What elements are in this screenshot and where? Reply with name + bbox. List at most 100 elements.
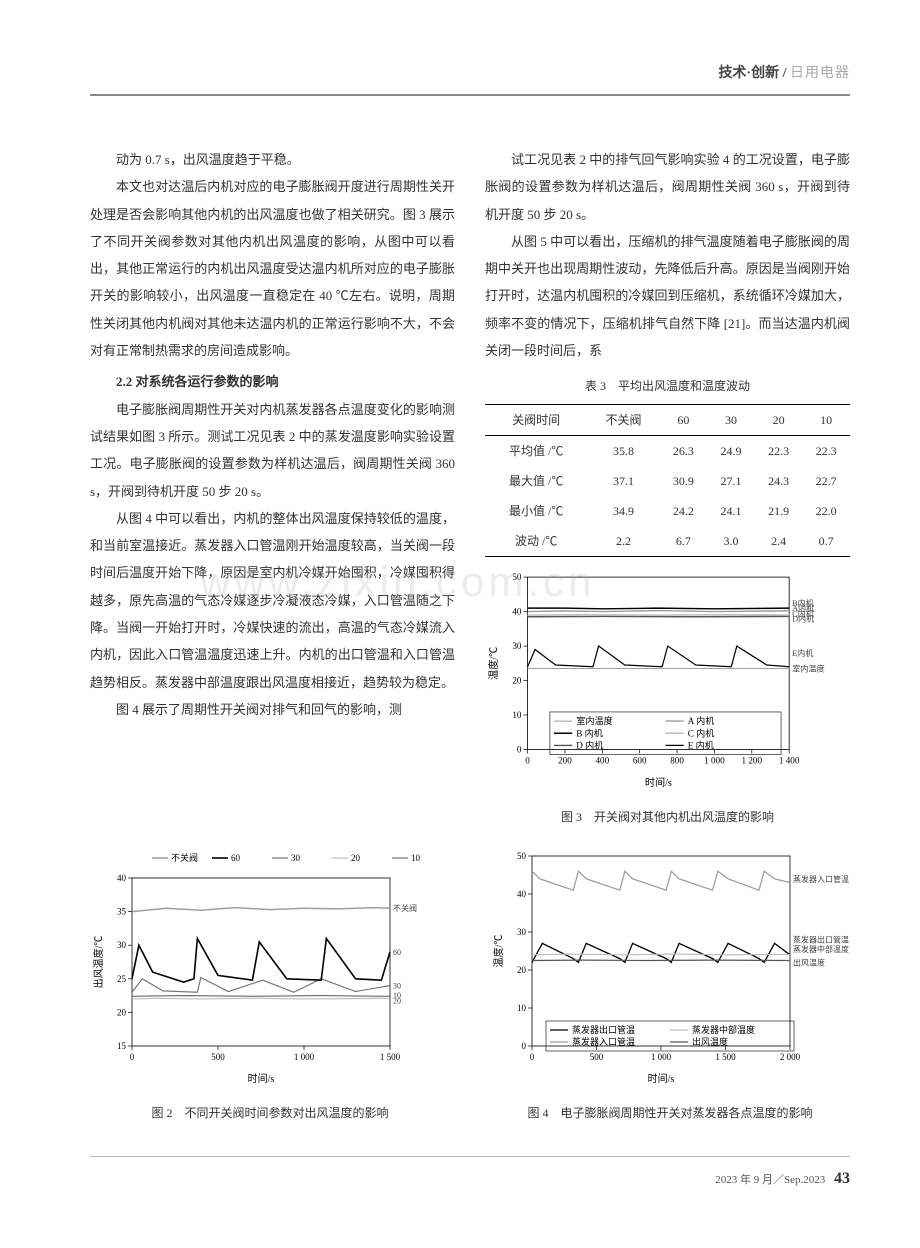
para: 图 4 展示了周期性开关阀对排气和回气的影响，测 [90, 696, 455, 723]
table-cell: 6.7 [660, 526, 708, 557]
svg-text:蒸发器出口管温: 蒸发器出口管温 [793, 934, 849, 944]
svg-text:30: 30 [393, 981, 401, 990]
svg-text:20: 20 [512, 675, 522, 685]
table-row: 最大值 /℃37.130.927.124.322.7 [485, 466, 850, 496]
svg-text:40: 40 [517, 889, 527, 899]
table-row: 最小值 /℃34.924.224.121.922.0 [485, 496, 850, 526]
table-cell: 24.3 [755, 466, 803, 496]
table-cell: 0.7 [802, 526, 850, 557]
table-cell: 最大值 /℃ [485, 466, 587, 496]
svg-text:0: 0 [522, 1041, 527, 1051]
table-header-cell: 20 [755, 404, 803, 435]
svg-text:D 内机: D 内机 [576, 739, 603, 750]
svg-text:50: 50 [517, 851, 527, 861]
svg-text:10: 10 [411, 853, 421, 863]
table3: 关阀时间不关阀60302010 平均值 /℃35.826.324.922.322… [485, 404, 850, 557]
svg-text:30: 30 [117, 940, 127, 950]
table-cell: 21.9 [755, 496, 803, 526]
svg-text:2 000: 2 000 [780, 1052, 801, 1062]
page-header: 技术·创新 / 日用电器 [90, 60, 850, 96]
header-brand: 日用电器 [790, 66, 850, 81]
table-cell: 22.3 [755, 435, 803, 466]
table-cell: 27.1 [707, 466, 755, 496]
svg-text:30: 30 [512, 641, 522, 651]
svg-text:400: 400 [595, 755, 609, 765]
svg-text:500: 500 [211, 1052, 225, 1062]
table3-title: 表 3 平均出风温度和温度波动 [485, 374, 850, 399]
svg-text:蒸发器中部温度: 蒸发器中部温度 [692, 1024, 755, 1035]
fig2-caption: 图 2 不同开关阀时间参数对出风温度的影响 [90, 1101, 450, 1126]
svg-text:温度/℃: 温度/℃ [487, 646, 500, 679]
svg-text:B 内机: B 内机 [576, 727, 603, 738]
svg-text:1 000: 1 000 [294, 1052, 315, 1062]
svg-text:1 000: 1 000 [704, 755, 725, 765]
table-header-cell: 60 [660, 404, 708, 435]
svg-text:时间/s: 时间/s [645, 776, 672, 789]
table-header-cell: 10 [802, 404, 850, 435]
figure-3: 0 200 400 600 800 1 000 1 200 1 400 0 10 20 30 40 50 时… [485, 569, 850, 830]
svg-text:1 500: 1 500 [715, 1052, 736, 1062]
table-cell: 30.9 [660, 466, 708, 496]
svg-text:C 内机: C 内机 [688, 727, 715, 738]
svg-text:40: 40 [512, 606, 522, 616]
svg-text:20: 20 [351, 853, 361, 863]
svg-text:0: 0 [130, 1052, 135, 1062]
table-cell: 3.0 [707, 526, 755, 557]
para: 试工况见表 2 中的排气回气影响实验 4 的工况设置，电子膨胀阀的设置参数为样机… [485, 146, 850, 228]
right-column: 试工况见表 2 中的排气回气影响实验 4 的工况设置，电子膨胀阀的设置参数为样机… [485, 146, 850, 830]
para: 电子膨胀阀周期性开关对内机蒸发器各点温度变化的影响测试结果如图 3 所示。测试工… [90, 396, 455, 505]
svg-text:不关阀: 不关阀 [393, 903, 417, 913]
svg-text:出风温度/℃: 出风温度/℃ [92, 935, 105, 988]
svg-text:15: 15 [117, 1041, 127, 1051]
table-cell: 24.9 [707, 435, 755, 466]
svg-text:D内机: D内机 [792, 613, 814, 623]
table-cell: 24.2 [660, 496, 708, 526]
svg-text:蒸发器中部温度: 蒸发器中部温度 [793, 944, 849, 954]
table-cell: 平均值 /℃ [485, 435, 587, 466]
svg-text:0: 0 [517, 744, 522, 754]
header-section: 技术·创新 / [718, 66, 786, 81]
svg-text:800: 800 [670, 755, 684, 765]
table-header-cell: 30 [707, 404, 755, 435]
para: 动为 0.7 s，出风温度趋于平稳。 [90, 146, 455, 173]
page-footer: 2023 年 9 月／Sep.2023 43 [90, 1156, 850, 1195]
svg-text:600: 600 [633, 755, 647, 765]
table-header-row: 关阀时间不关阀60302010 [485, 404, 850, 435]
svg-text:E内机: E内机 [792, 648, 813, 658]
para: 从图 5 中可以看出，压缩机的排气温度随着电子膨胀阀的周期中关开也出现周期性波动… [485, 228, 850, 364]
svg-text:蒸发器入口管温: 蒸发器入口管温 [793, 874, 849, 884]
svg-text:1 400: 1 400 [779, 755, 800, 765]
figure-2: 05001 0001 500152025303540时间/s出风温度/℃不关阀6… [90, 848, 450, 1126]
svg-text:1 000: 1 000 [651, 1052, 672, 1062]
svg-text:1 500: 1 500 [380, 1052, 401, 1062]
svg-text:出风温度: 出风温度 [692, 1036, 728, 1047]
left-column: 动为 0.7 s，出风温度趋于平稳。 本文也对达温后内机对应的电子膨胀阀开度进行… [90, 146, 455, 830]
para: 从图 4 中可以看出，内机的整体出风温度保持较低的温度，和当前室温接近。蒸发器入… [90, 505, 455, 696]
table-cell: 37.1 [587, 466, 659, 496]
table-cell: 22.0 [802, 496, 850, 526]
svg-text:10: 10 [517, 1003, 527, 1013]
page-number: 43 [834, 1170, 850, 1187]
table-row: 平均值 /℃35.826.324.922.322.3 [485, 435, 850, 466]
svg-text:0: 0 [525, 755, 530, 765]
table-cell: 24.1 [707, 496, 755, 526]
svg-text:A 内机: A 内机 [688, 715, 715, 726]
svg-text:50: 50 [512, 572, 522, 582]
svg-text:10: 10 [512, 710, 522, 720]
table-cell: 最小值 /℃ [485, 496, 587, 526]
svg-text:E 内机: E 内机 [688, 739, 714, 750]
section-heading-2-2: 2.2 对系统各运行参数的影响 [90, 368, 455, 395]
para: 本文也对达温后内机对应的电子膨胀阀开度进行周期性关开处理是否会影响其他内机的出风… [90, 173, 455, 364]
footer-date: 2023 年 9 月／Sep.2023 [715, 1174, 825, 1186]
table-cell: 22.3 [802, 435, 850, 466]
svg-text:时间/s: 时间/s [648, 1072, 675, 1085]
table-header-cell: 不关阀 [587, 404, 659, 435]
svg-text:1 200: 1 200 [742, 755, 763, 765]
svg-text:200: 200 [558, 755, 572, 765]
svg-text:30: 30 [517, 927, 527, 937]
svg-text:60: 60 [393, 948, 401, 957]
svg-text:蒸发器入口管温: 蒸发器入口管温 [572, 1036, 635, 1047]
table-cell: 22.7 [802, 466, 850, 496]
svg-text:室内温度: 室内温度 [792, 663, 824, 673]
svg-text:20: 20 [517, 965, 527, 975]
